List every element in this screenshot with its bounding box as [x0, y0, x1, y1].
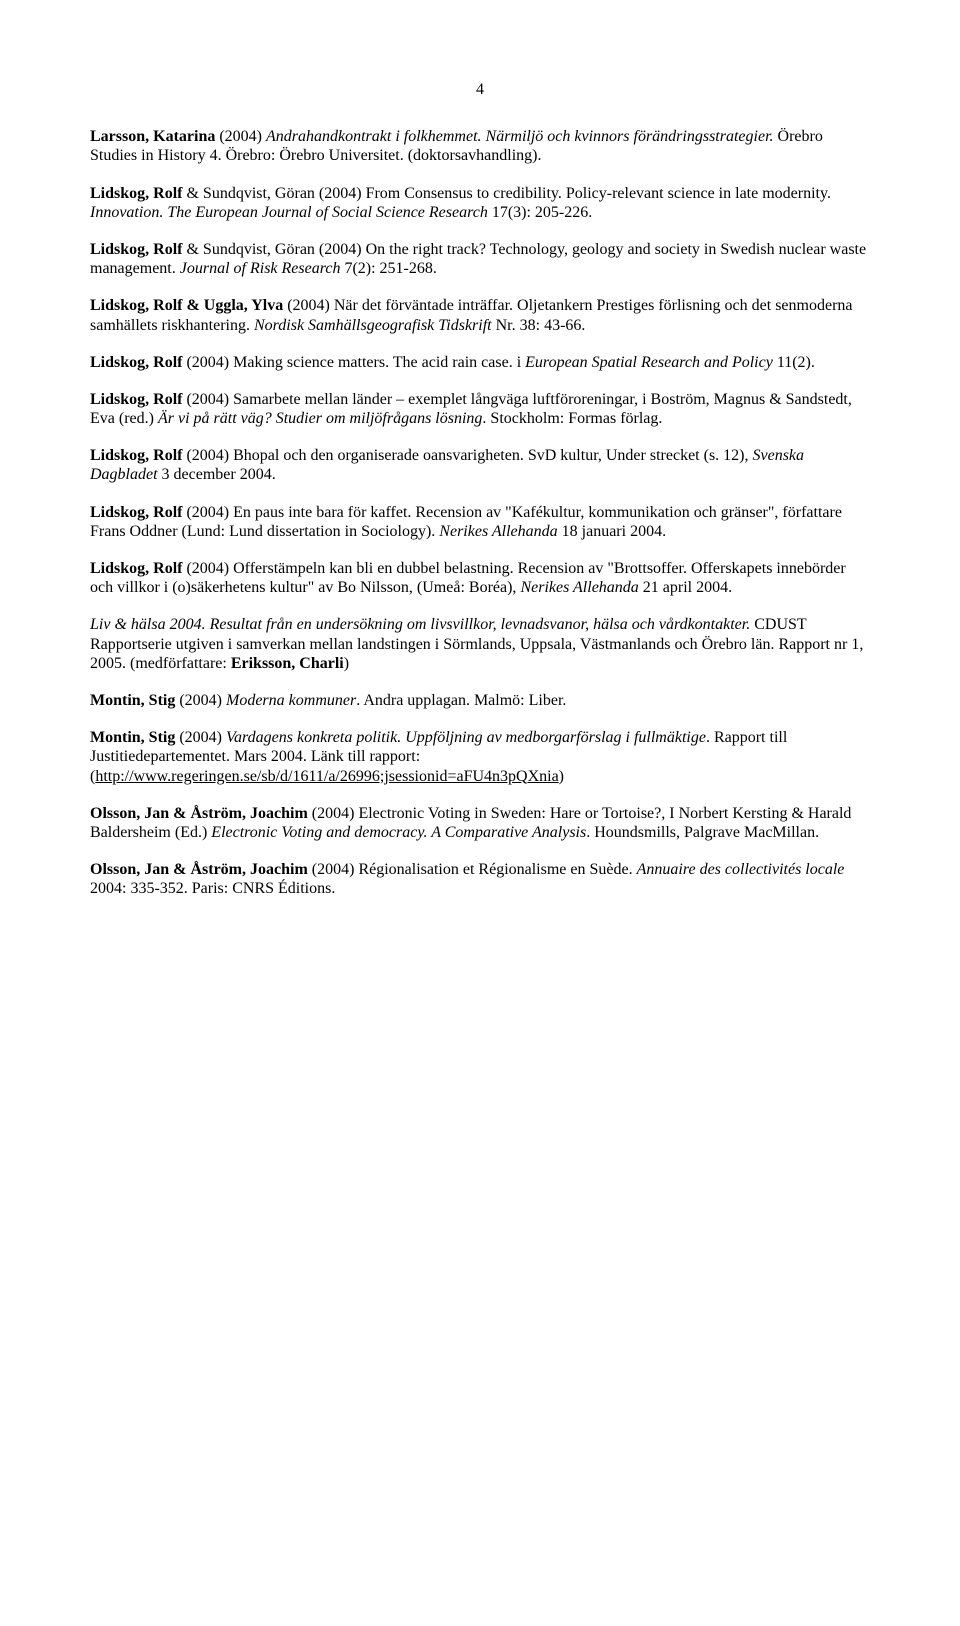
bibliography-entry: Olsson, Jan & Åström, Joachim (2004) Rég… [90, 860, 870, 898]
bibliography-entry: Montin, Stig (2004) Moderna kommuner. An… [90, 691, 870, 710]
entry-segment: Är vi på rätt väg? Studier om miljöfråga… [158, 410, 482, 427]
entry-segment: 3 december 2004. [158, 466, 276, 483]
entry-segment: . Andra upplagan. Malmö: Liber. [356, 692, 566, 709]
entry-segment: 7(2): 251-268. [340, 260, 436, 277]
entry-segment: Electronic Voting and democracy. A Compa… [211, 824, 586, 841]
entry-segment: Olsson, Jan & Åström, Joachim [90, 805, 308, 822]
entry-segment: ) [344, 655, 349, 672]
bibliography-entry: Lidskog, Rolf (2004) Samarbete mellan lä… [90, 390, 870, 428]
entry-segment: Innovation. The European Journal of Soci… [90, 204, 488, 221]
entry-segment: (2004) Offerstämpeln kan bli en dubbel b… [90, 560, 846, 596]
entry-segment: Vardagens konkreta politik. Uppföljning … [226, 729, 706, 746]
bibliography-entry: Olsson, Jan & Åström, Joachim (2004) Ele… [90, 804, 870, 842]
entry-segment: Moderna kommuner [226, 692, 356, 709]
entry-segment: & Sundqvist, Göran (2004) From Consensus… [182, 185, 830, 202]
entry-segment: 18 januari 2004. [558, 523, 666, 540]
page-number: 4 [90, 80, 870, 99]
entry-segment: 2004: 335-352. Paris: CNRS Éditions. [90, 880, 335, 897]
bibliography-entry: Lidskog, Rolf (2004) Bhopal och den orga… [90, 446, 870, 484]
bibliography-entry: Lidskog, Rolf (2004) En paus inte bara f… [90, 503, 870, 541]
bibliography-list: Larsson, Katarina (2004) Andrahandkontra… [90, 127, 870, 898]
entry-segment: (2004) [175, 729, 226, 746]
bibliography-entry: Liv & hälsa 2004. Resultat från en under… [90, 615, 870, 673]
entry-segment: Lidskog, Rolf [90, 391, 182, 408]
entry-segment: Montin, Stig [90, 692, 175, 709]
entry-segment: Lidskog, Rolf [90, 241, 182, 258]
entry-segment: Lidskog, Rolf [90, 504, 182, 521]
entry-segment: Lidskog, Rolf [90, 354, 182, 371]
bibliography-entry: Lidskog, Rolf & Sundqvist, Göran (2004) … [90, 184, 870, 222]
bibliography-entry: Larsson, Katarina (2004) Andrahandkontra… [90, 127, 870, 165]
entry-segment: Journal of Risk Research [180, 260, 341, 277]
entry-segment: Lidskog, Rolf [90, 447, 182, 464]
bibliography-entry: Montin, Stig (2004) Vardagens konkreta p… [90, 728, 870, 786]
entry-segment: (2004) Making science matters. The acid … [182, 354, 525, 371]
entry-segment: Nerikes Allehanda [439, 523, 557, 540]
entry-segment: 11(2). [773, 354, 815, 371]
bibliography-entry: Lidskog, Rolf & Sundqvist, Göran (2004) … [90, 240, 870, 278]
entry-segment: Nr. 38: 43-66. [492, 317, 586, 334]
entry-segment: (2004) [215, 128, 266, 145]
entry-segment: (2004) Régionalisation et Régionalisme e… [308, 861, 637, 878]
entry-segment: Liv & hälsa 2004. Resultat från en under… [90, 616, 750, 633]
entry-segment: Olsson, Jan & Åström, Joachim [90, 861, 308, 878]
entry-segment: Nordisk Samhällsgeografisk Tidskrift [254, 317, 492, 334]
entry-segment: Eriksson, Charli [231, 655, 344, 672]
entry-segment: (2004) [175, 692, 226, 709]
entry-segment[interactable]: http://www.regeringen.se/sb/d/1611/a/269… [95, 768, 558, 785]
bibliography-entry: Lidskog, Rolf & Uggla, Ylva (2004) När d… [90, 296, 870, 334]
entry-segment: Nerikes Allehanda [520, 579, 638, 596]
entry-segment: European Spatial Research and Policy [525, 354, 773, 371]
entry-segment: Larsson, Katarina [90, 128, 215, 145]
entry-segment: . Stockholm: Formas förlag. [482, 410, 662, 427]
entry-segment: Annuaire des collectivités locale [637, 861, 845, 878]
entry-segment: Lidskog, Rolf [90, 185, 182, 202]
entry-segment: ) [559, 768, 564, 785]
entry-segment: Lidskog, Rolf & Uggla, Ylva [90, 297, 283, 314]
entry-segment: . Houndsmills, Palgrave MacMillan. [586, 824, 819, 841]
bibliography-entry: Lidskog, Rolf (2004) Offerstämpeln kan b… [90, 559, 870, 597]
entry-segment: 17(3): 205-226. [488, 204, 592, 221]
entry-segment: Lidskog, Rolf [90, 560, 182, 577]
entry-segment: (2004) Bhopal och den organiserade oansv… [182, 447, 752, 464]
bibliography-entry: Lidskog, Rolf (2004) Making science matt… [90, 353, 870, 372]
entry-segment: Andrahandkontrakt i folkhemmet. Närmiljö… [266, 128, 774, 145]
entry-segment: 21 april 2004. [639, 579, 732, 596]
entry-segment: Montin, Stig [90, 729, 175, 746]
